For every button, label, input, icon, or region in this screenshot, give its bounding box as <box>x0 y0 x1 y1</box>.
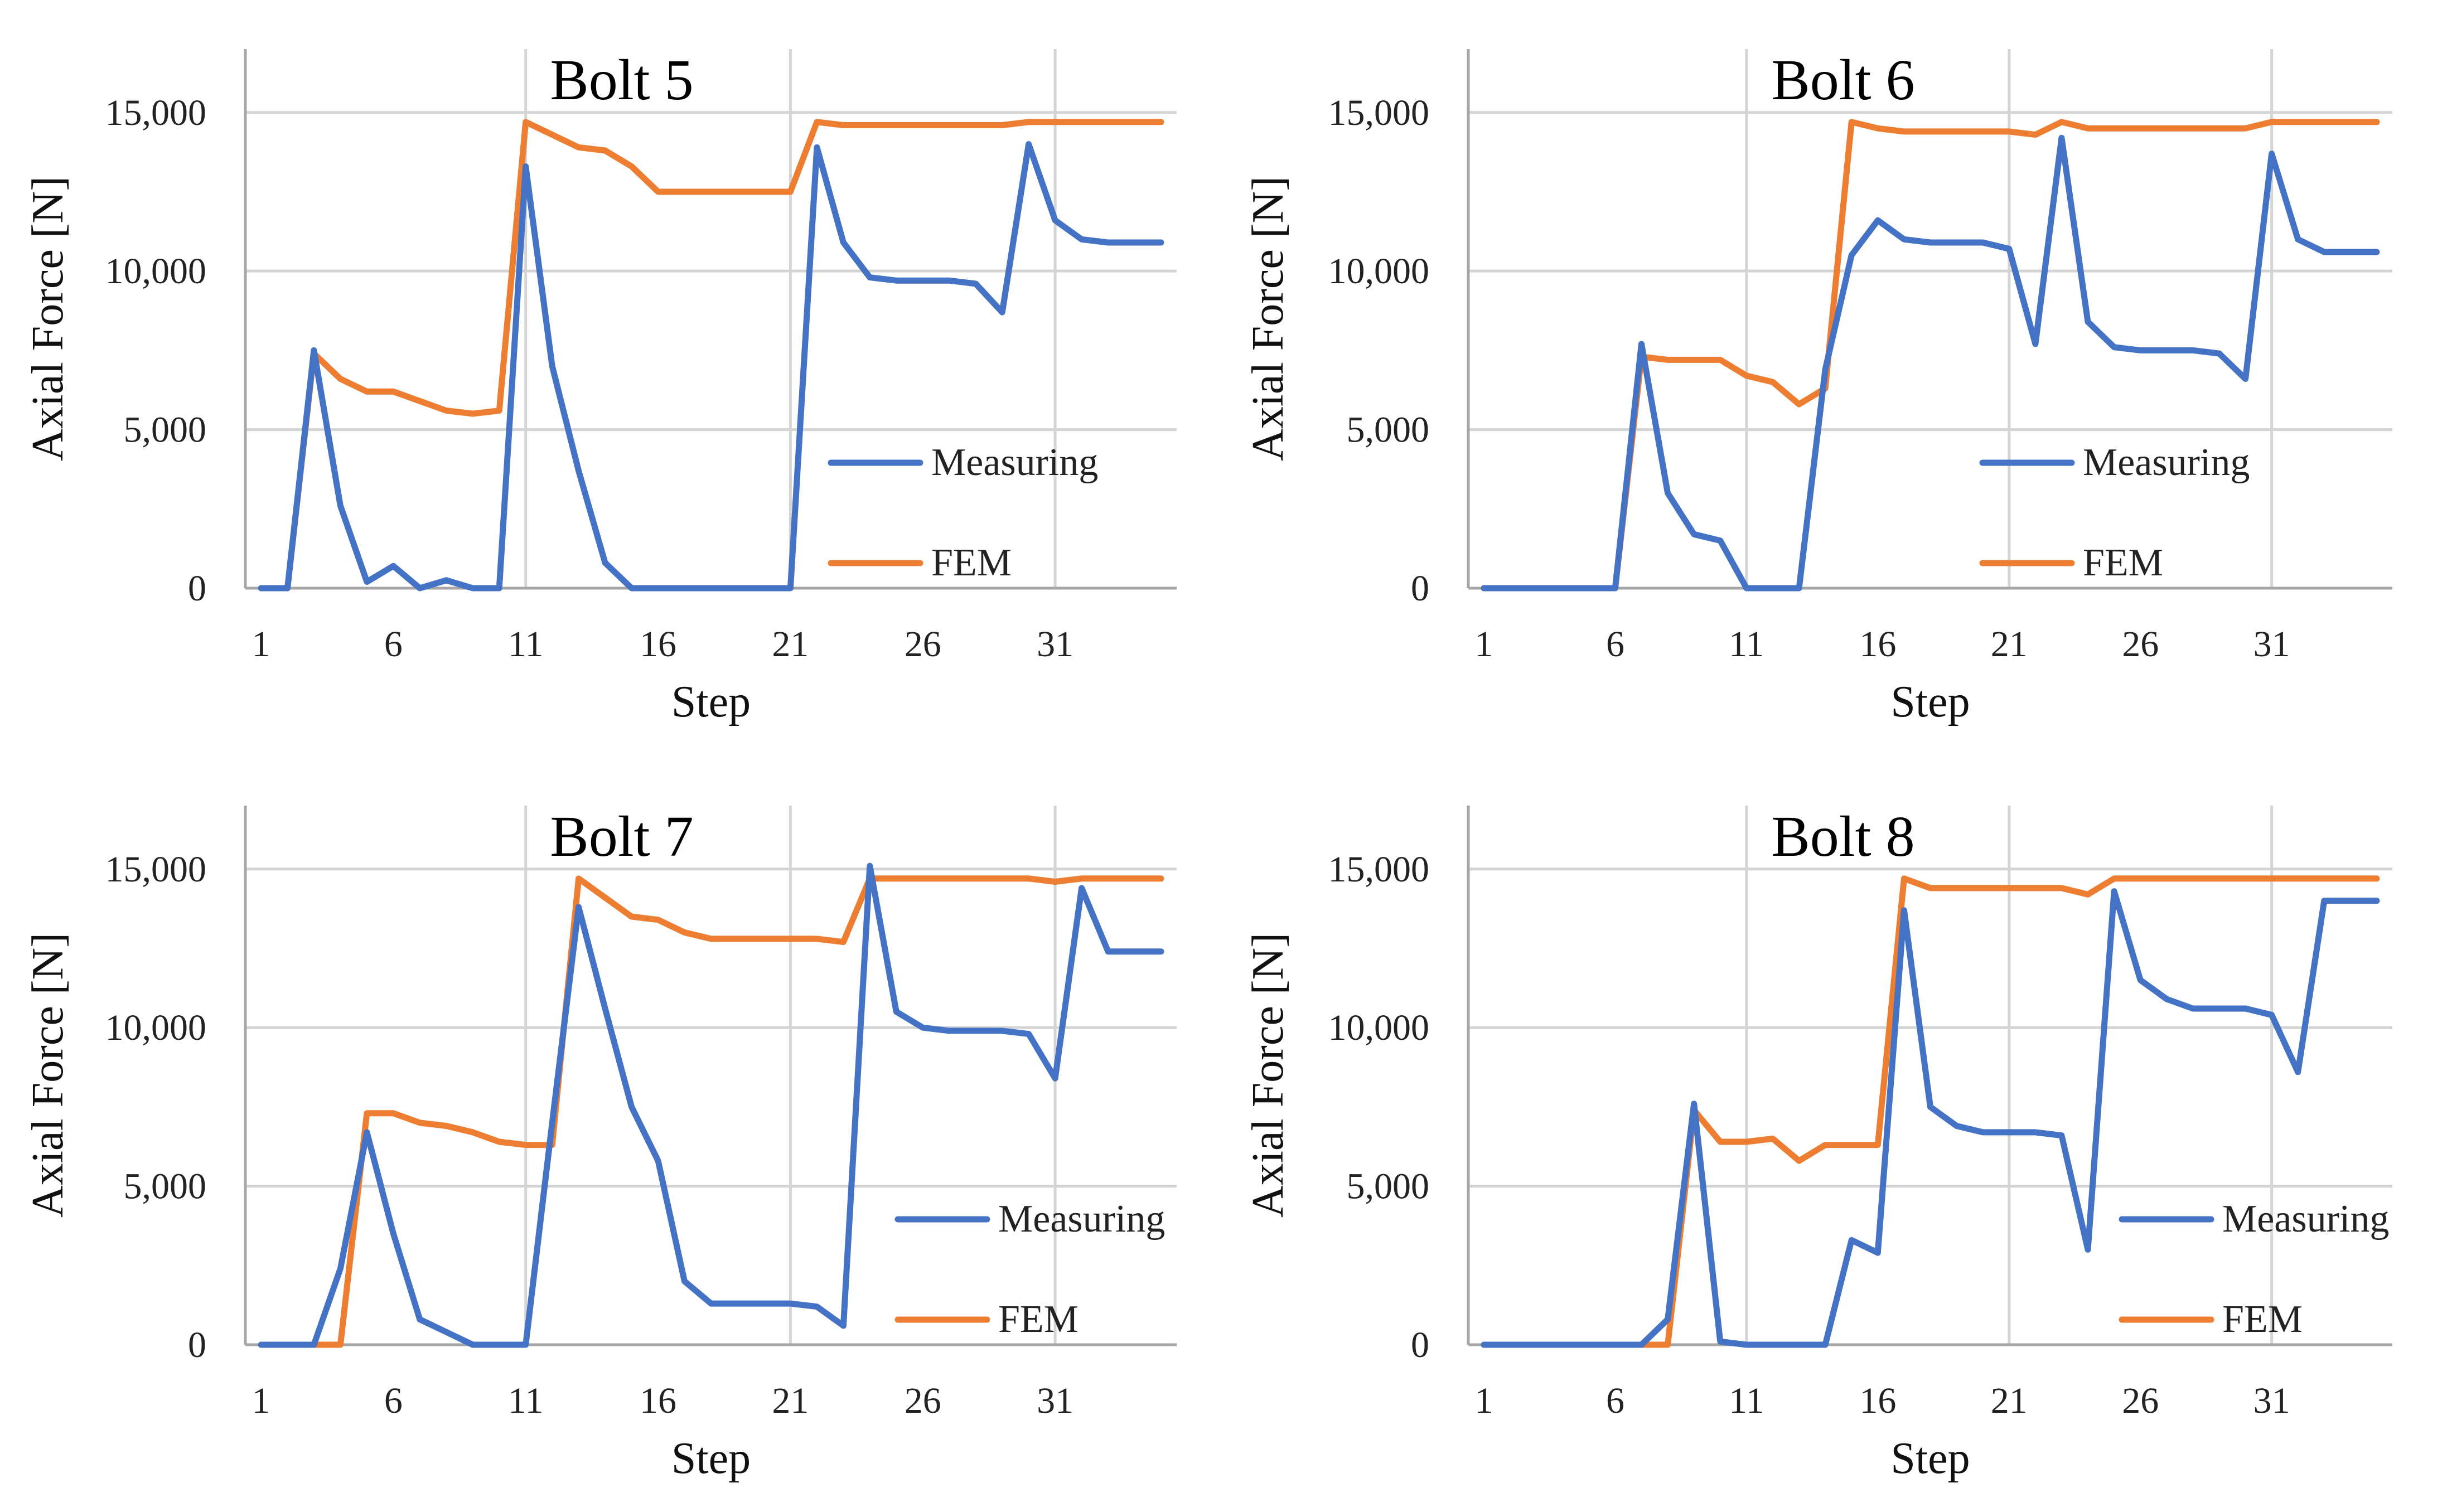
series-line-fem <box>258 875 1164 1348</box>
legend-item-fem: FEM <box>1979 541 2163 584</box>
x-tick-label: 11 <box>508 624 544 665</box>
series-line-fem <box>258 119 1164 592</box>
legend-item-measuring: Measuring <box>894 1198 1165 1240</box>
legend-item-measuring: Measuring <box>2119 1198 2389 1240</box>
x-tick-label: 26 <box>2122 624 2159 665</box>
legend-item-fem: FEM <box>2119 1298 2303 1341</box>
series-line-fem <box>1481 119 2380 592</box>
series-line-measuring <box>258 141 1164 592</box>
y-tick-label: 15,000 <box>1328 93 1430 133</box>
x-tick-label: 21 <box>1991 624 2028 665</box>
x-tick-label: 1 <box>1475 1380 1493 1421</box>
x-axis-label: Step <box>1890 677 1970 726</box>
x-tick-label: 1 <box>252 1380 270 1421</box>
y-tick-label: 0 <box>1411 1325 1429 1365</box>
legend-label: Measuring <box>2222 1198 2389 1240</box>
y-tick-label: 0 <box>188 1325 206 1365</box>
y-tick-label: 5,000 <box>1347 1166 1430 1207</box>
x-axis-label: Step <box>1890 1434 1970 1483</box>
x-tick-label: 31 <box>1037 624 1073 665</box>
x-tick-label: 6 <box>1606 624 1624 665</box>
y-tick-label: 15,000 <box>105 849 207 890</box>
series-line-measuring <box>1481 134 2380 592</box>
y-axis-label: Axial Force [N] <box>23 933 72 1218</box>
x-tick-label: 31 <box>2253 1380 2290 1421</box>
y-axis-label: Axial Force [N] <box>1244 933 1293 1218</box>
legend-label: Measuring <box>931 441 1098 484</box>
legend-item-measuring: Measuring <box>1979 441 2250 484</box>
series-line-measuring <box>258 862 1164 1348</box>
chart-title: Bolt 8 <box>1771 805 1914 869</box>
y-axis-label: Axial Force [N] <box>1244 176 1293 461</box>
legend-label: FEM <box>2083 541 2163 584</box>
y-tick-label: 15,000 <box>1328 849 1430 890</box>
x-tick-label: 16 <box>1859 624 1896 665</box>
x-tick-label: 1 <box>1475 624 1493 665</box>
chart-title: Bolt 5 <box>550 48 693 112</box>
x-tick-label: 26 <box>2122 1380 2159 1421</box>
legend-label: Measuring <box>2083 441 2250 484</box>
x-tick-label: 11 <box>1729 624 1764 665</box>
series-line-fem <box>1481 875 2380 1348</box>
y-tick-label: 10,000 <box>1328 251 1430 292</box>
y-tick-label: 10,000 <box>105 1007 207 1048</box>
y-tick-label: 5,000 <box>124 410 207 450</box>
y-axis-label: Axial Force [N] <box>23 176 72 461</box>
x-axis-label: Step <box>671 677 751 726</box>
x-tick-label: 11 <box>1729 1380 1764 1421</box>
chart-title: Bolt 6 <box>1771 48 1914 112</box>
x-tick-label: 31 <box>2253 624 2290 665</box>
legend-item-fem: FEM <box>828 541 1012 584</box>
x-tick-label: 6 <box>384 624 403 665</box>
x-tick-label: 31 <box>1037 1380 1073 1421</box>
y-tick-label: 5,000 <box>1347 410 1430 450</box>
x-tick-label: 21 <box>1991 1380 2028 1421</box>
y-tick-label: 5,000 <box>124 1166 207 1207</box>
legend-item-fem: FEM <box>894 1298 1079 1341</box>
legend-label: FEM <box>998 1298 1079 1341</box>
legend-label: FEM <box>931 541 1012 584</box>
x-tick-label: 16 <box>1859 1380 1896 1421</box>
y-tick-label: 10,000 <box>105 251 207 292</box>
x-tick-label: 16 <box>640 624 676 665</box>
chart-title: Bolt 7 <box>550 805 693 869</box>
x-tick-label: 21 <box>772 1380 809 1421</box>
y-tick-label: 0 <box>188 568 206 609</box>
series-line-measuring <box>1481 888 2380 1348</box>
legend-item-measuring: Measuring <box>828 441 1098 484</box>
x-tick-label: 1 <box>252 624 270 665</box>
x-tick-label: 11 <box>508 1380 544 1421</box>
y-tick-label: 15,000 <box>105 93 207 133</box>
legend-label: Measuring <box>998 1198 1165 1240</box>
x-tick-label: 21 <box>772 624 809 665</box>
y-tick-label: 10,000 <box>1328 1007 1430 1048</box>
x-tick-label: 16 <box>640 1380 676 1421</box>
x-axis-label: Step <box>671 1434 751 1483</box>
legend-label: FEM <box>2222 1298 2303 1341</box>
y-tick-label: 0 <box>1411 568 1429 609</box>
x-tick-label: 6 <box>384 1380 403 1421</box>
x-tick-label: 26 <box>905 1380 941 1421</box>
x-tick-label: 26 <box>905 624 941 665</box>
x-tick-label: 6 <box>1606 1380 1624 1421</box>
